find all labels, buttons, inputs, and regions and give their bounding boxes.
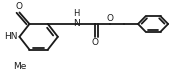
Text: O: O: [91, 38, 98, 47]
Text: H: H: [73, 9, 79, 18]
Text: HN: HN: [4, 32, 18, 41]
Text: Me: Me: [13, 62, 26, 71]
Text: O: O: [106, 14, 113, 23]
Text: O: O: [16, 2, 23, 11]
Text: N: N: [73, 19, 80, 28]
